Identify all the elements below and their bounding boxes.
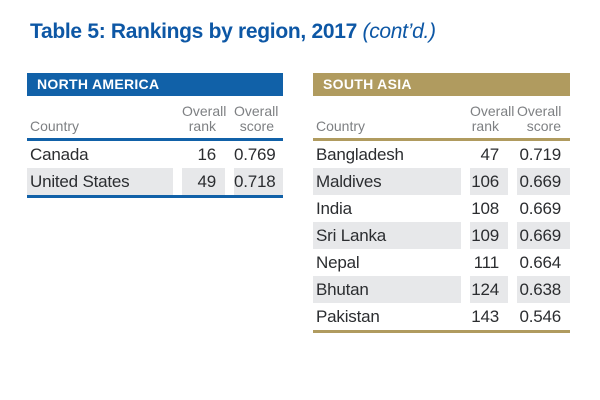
column-header-overall-score-line2: score bbox=[526, 118, 561, 134]
column-header-overall-score: Overall score bbox=[517, 104, 570, 134]
column-header-overall-rank-line2: rank bbox=[188, 118, 216, 134]
table-row-nepal: Nepal 111 0.664 bbox=[313, 249, 570, 276]
score-cell: 0.719 bbox=[519, 145, 561, 164]
south-asia-table-body: Bangladesh 47 0.719 Maldives 106 0.669 I… bbox=[313, 141, 570, 333]
north-america-column-headers: Country Overall rank Overall score bbox=[27, 96, 283, 141]
table-row-sri-lanka: Sri Lanka 109 0.669 bbox=[313, 222, 570, 249]
score-cell: 0.638 bbox=[517, 276, 570, 303]
score-cell: 0.718 bbox=[234, 168, 283, 195]
table-row-bangladesh: Bangladesh 47 0.719 bbox=[313, 141, 570, 168]
country-cell: Sri Lanka bbox=[313, 222, 461, 249]
rank-cell: 111 bbox=[473, 253, 499, 272]
rank-cell: 49 bbox=[182, 168, 225, 195]
score-cell: 0.769 bbox=[234, 145, 276, 164]
rank-cell: 16 bbox=[197, 145, 216, 164]
table-row-canada: Canada 16 0.769 bbox=[27, 141, 283, 168]
table-row-bhutan: Bhutan 124 0.638 bbox=[313, 276, 570, 303]
rank-cell: 109 bbox=[470, 222, 508, 249]
score-cell: 0.669 bbox=[517, 168, 570, 195]
column-header-overall-rank-line2: rank bbox=[471, 118, 499, 134]
score-cell: 0.546 bbox=[519, 307, 561, 326]
country-cell: India bbox=[316, 199, 352, 218]
rank-cell: 47 bbox=[480, 145, 499, 164]
country-cell: Bhutan bbox=[313, 276, 461, 303]
north-america-table: NORTH AMERICA Country Overall rank Overa… bbox=[27, 73, 283, 198]
north-america-table-body: Canada 16 0.769 United States 49 0.718 bbox=[27, 141, 283, 198]
column-header-overall-rank-line1: Overall bbox=[470, 103, 515, 119]
column-header-country: Country bbox=[316, 118, 366, 134]
column-header-overall-score-line2: score bbox=[239, 118, 274, 134]
score-cell: 0.669 bbox=[519, 199, 561, 218]
table-row-united-states: United States 49 0.718 bbox=[27, 168, 283, 195]
column-header-overall-score-line1: Overall bbox=[517, 103, 562, 119]
rank-cell: 124 bbox=[470, 276, 508, 303]
country-cell: Maldives bbox=[313, 168, 461, 195]
rank-cell: 106 bbox=[470, 168, 508, 195]
column-header-overall-score: Overall score bbox=[234, 104, 283, 134]
country-cell: Nepal bbox=[316, 253, 360, 272]
column-header-overall-rank-line1: Overall bbox=[182, 103, 227, 119]
south-asia-table: SOUTH ASIA Country Overall rank Overall … bbox=[313, 73, 570, 333]
country-cell: Bangladesh bbox=[316, 145, 404, 164]
column-header-country: Country bbox=[30, 118, 80, 134]
rank-cell: 143 bbox=[471, 307, 499, 326]
score-cell: 0.664 bbox=[519, 253, 561, 272]
table-row-pakistan: Pakistan 143 0.546 bbox=[313, 303, 570, 330]
country-cell: Canada bbox=[30, 145, 89, 164]
south-asia-region-header: SOUTH ASIA bbox=[313, 73, 570, 96]
country-cell: United States bbox=[27, 168, 173, 195]
table-row-maldives: Maldives 106 0.669 bbox=[313, 168, 570, 195]
column-header-overall-rank: Overall rank bbox=[470, 103, 515, 134]
score-cell: 0.669 bbox=[517, 222, 570, 249]
south-asia-column-headers: Country Overall rank Overall score bbox=[313, 96, 570, 141]
page-title-main: Table 5: Rankings by region, 2017 bbox=[30, 20, 357, 43]
column-header-overall-rank: Overall rank bbox=[182, 103, 227, 134]
column-header-overall-score-line1: Overall bbox=[234, 103, 279, 119]
north-america-region-header: NORTH AMERICA bbox=[27, 73, 283, 96]
country-cell: Pakistan bbox=[316, 307, 380, 326]
page-title-suffix: (cont’d.) bbox=[356, 20, 436, 43]
table-row-india: India 108 0.669 bbox=[313, 195, 570, 222]
rank-cell: 108 bbox=[471, 199, 499, 218]
page-title: Table 5: Rankings by region, 2017 (cont’… bbox=[30, 20, 436, 44]
